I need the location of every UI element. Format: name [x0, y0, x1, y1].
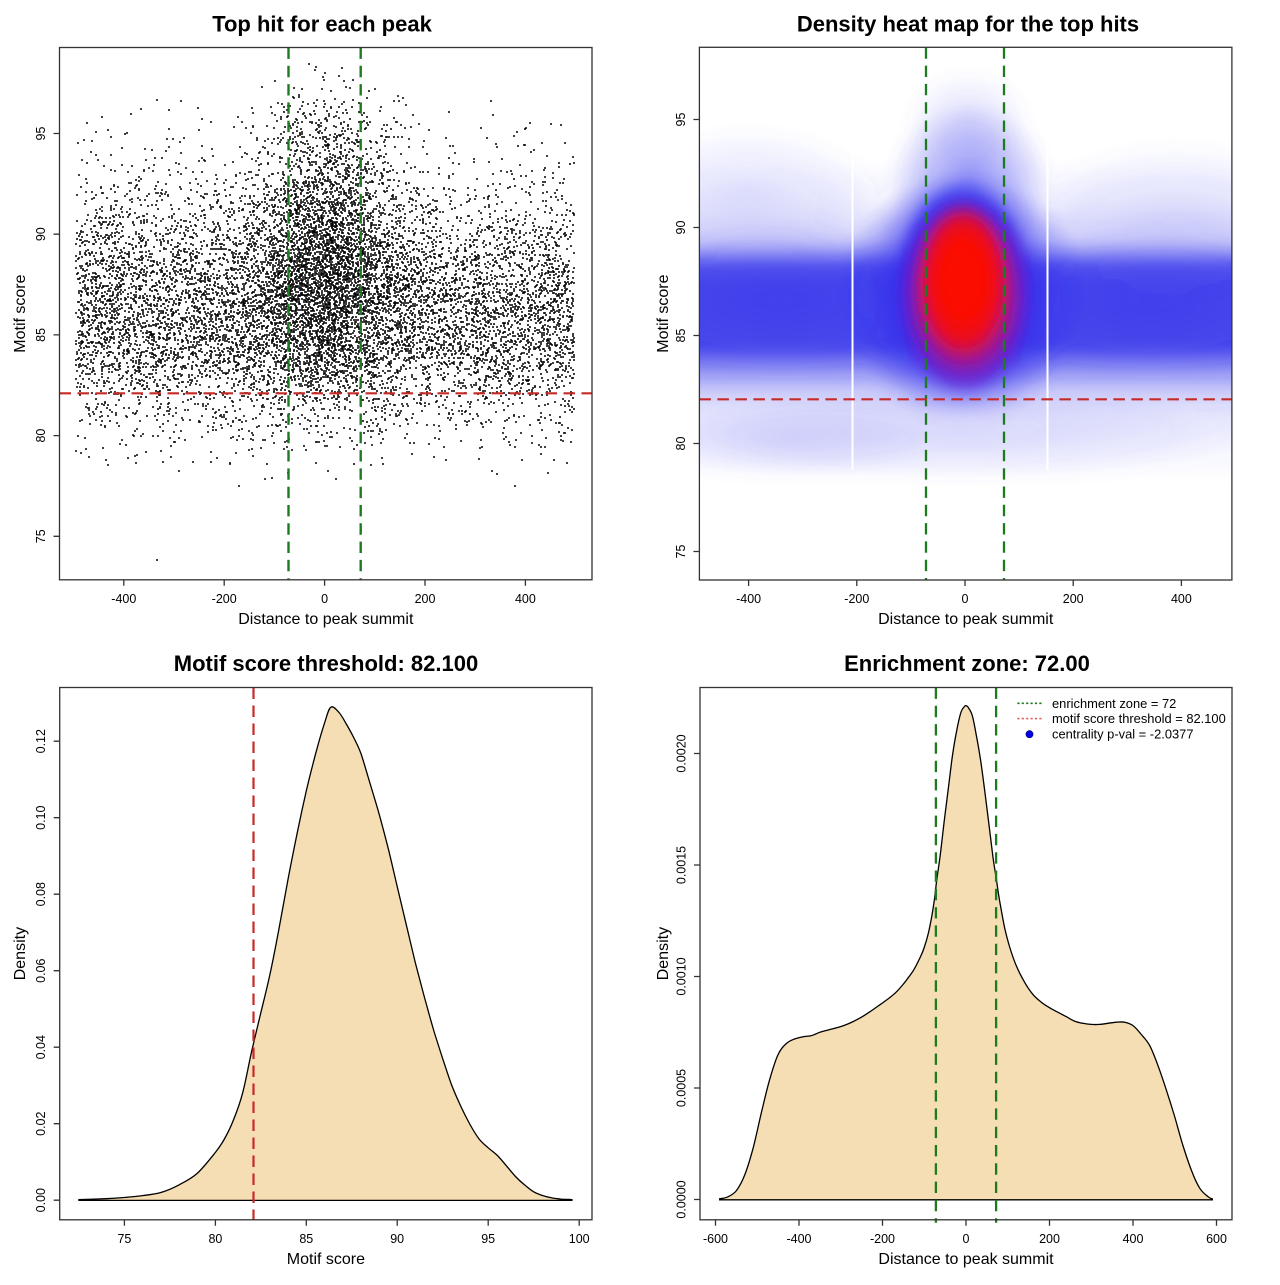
svg-text:Distance to peak summit: Distance to peak summit: [878, 611, 1054, 628]
svg-text:0.10: 0.10: [34, 805, 48, 829]
svg-text:-400: -400: [786, 1232, 811, 1246]
svg-text:Density: Density: [12, 927, 29, 980]
svg-text:80: 80: [674, 437, 688, 451]
svg-text:centrality p-val = -2.0377: centrality p-val = -2.0377: [1052, 727, 1194, 742]
svg-text:-400: -400: [111, 592, 136, 606]
svg-text:0: 0: [962, 592, 969, 606]
svg-text:75: 75: [117, 1232, 131, 1246]
svg-text:200: 200: [1063, 592, 1084, 606]
svg-text:enrichment zone = 72: enrichment zone = 72: [1052, 696, 1176, 711]
svg-text:85: 85: [674, 329, 688, 343]
svg-text:Enrichment zone: 72.00: Enrichment zone: 72.00: [844, 651, 1090, 676]
svg-text:400: 400: [1171, 592, 1192, 606]
svg-text:Top hit for each peak: Top hit for each peak: [212, 12, 432, 37]
svg-text:90: 90: [674, 221, 688, 235]
svg-text:0.0020: 0.0020: [675, 734, 689, 772]
svg-text:0.06: 0.06: [34, 958, 48, 982]
svg-text:0: 0: [963, 1232, 970, 1246]
svg-text:Distance to peak summit: Distance to peak summit: [878, 1251, 1054, 1268]
svg-text:95: 95: [34, 127, 48, 141]
svg-text:400: 400: [515, 592, 536, 606]
svg-text:95: 95: [674, 113, 688, 127]
svg-text:0.0015: 0.0015: [675, 846, 689, 884]
svg-text:90: 90: [34, 227, 48, 241]
svg-text:0.08: 0.08: [34, 882, 48, 906]
svg-text:-200: -200: [844, 592, 869, 606]
svg-text:200: 200: [415, 592, 436, 606]
svg-text:90: 90: [390, 1232, 404, 1246]
svg-text:Motif score: Motif score: [287, 1251, 365, 1268]
svg-text:Motif score threshold: 82.100: Motif score threshold: 82.100: [174, 651, 478, 676]
svg-text:0.0005: 0.0005: [675, 1069, 689, 1107]
svg-text:Motif score: Motif score: [12, 274, 29, 352]
svg-text:0.12: 0.12: [34, 729, 48, 753]
svg-text:-400: -400: [736, 592, 761, 606]
svg-text:200: 200: [1039, 1232, 1060, 1246]
svg-text:0.04: 0.04: [34, 1035, 48, 1059]
svg-text:Density: Density: [655, 927, 672, 980]
svg-text:Density heat map for the top h: Density heat map for the top hits: [797, 12, 1139, 37]
svg-text:85: 85: [34, 328, 48, 342]
svg-text:Motif score: Motif score: [655, 274, 672, 352]
svg-text:0.02: 0.02: [34, 1111, 48, 1135]
svg-text:-200: -200: [212, 592, 237, 606]
svg-text:75: 75: [674, 545, 688, 559]
svg-text:85: 85: [299, 1232, 313, 1246]
svg-text:80: 80: [208, 1232, 222, 1246]
svg-text:600: 600: [1206, 1232, 1227, 1246]
svg-text:100: 100: [569, 1232, 590, 1246]
svg-text:0.0010: 0.0010: [675, 957, 689, 995]
svg-text:0: 0: [321, 592, 328, 606]
svg-text:-200: -200: [870, 1232, 895, 1246]
svg-text:Distance to peak summit: Distance to peak summit: [238, 611, 414, 628]
svg-text:75: 75: [34, 529, 48, 543]
svg-text:0.0000: 0.0000: [675, 1180, 689, 1218]
svg-text:80: 80: [34, 429, 48, 443]
svg-text:0.00: 0.00: [34, 1188, 48, 1212]
svg-text:-600: -600: [703, 1232, 728, 1246]
svg-text:motif score threshold = 82.100: motif score threshold = 82.100: [1052, 711, 1226, 726]
svg-text:95: 95: [481, 1232, 495, 1246]
svg-text:400: 400: [1123, 1232, 1144, 1246]
